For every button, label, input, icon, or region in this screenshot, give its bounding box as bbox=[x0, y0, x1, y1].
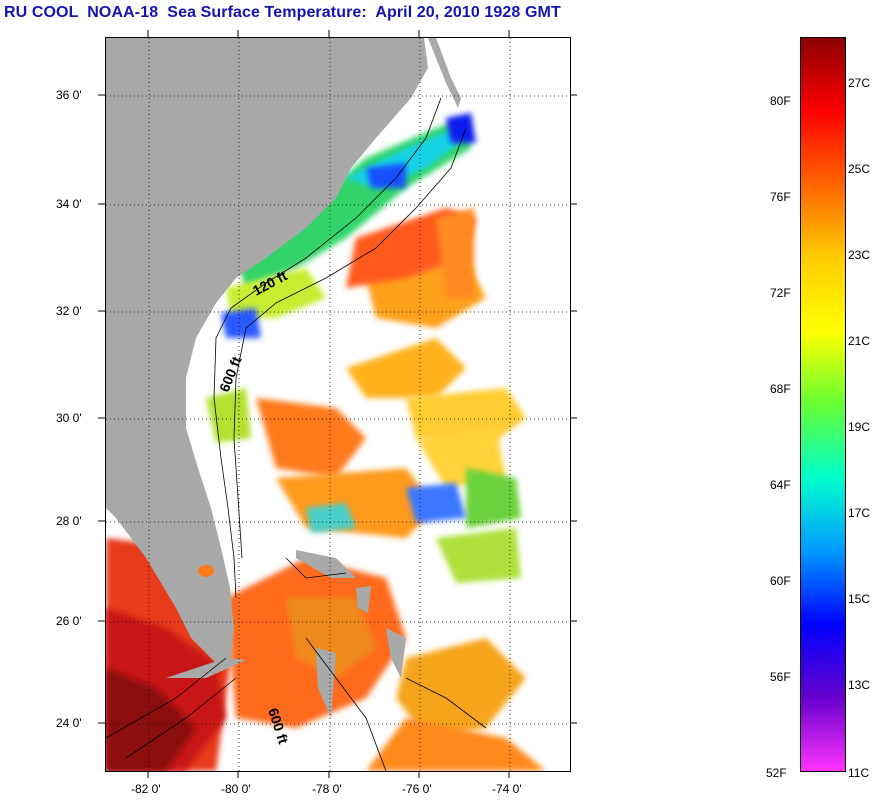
lat-label: 30 0' bbox=[56, 411, 82, 425]
colorbar-c-label: 13C bbox=[848, 678, 871, 692]
lon-label: -78 0' bbox=[312, 782, 342, 796]
colorbar-c-label: 17C bbox=[848, 506, 871, 520]
lon-label: -76 0' bbox=[402, 782, 432, 796]
colorbar-f-label: 64F bbox=[770, 478, 791, 492]
lat-label: 24 0' bbox=[56, 716, 82, 730]
lon-label: -82 0' bbox=[131, 782, 161, 796]
colorbar-c-label: 27C bbox=[848, 76, 871, 90]
contours bbox=[106, 97, 487, 771]
colorbar-c-label: 23C bbox=[848, 248, 871, 262]
map-title: RU COOL NOAA-18 Sea Surface Temperature:… bbox=[4, 4, 561, 21]
colorbar-f-label: 68F bbox=[770, 382, 791, 396]
lon-label: -80 0' bbox=[221, 782, 251, 796]
colorbar-f-label: 76F bbox=[770, 190, 791, 204]
lat-label: 26 0' bbox=[56, 614, 82, 628]
colorbar-f-label: 56F bbox=[770, 670, 791, 684]
colorbar-c-label: 15C bbox=[848, 592, 871, 606]
sst-map-canvas: 120 ft 600 ft 600 ft bbox=[106, 38, 570, 771]
colorbar-c-label: 21C bbox=[848, 334, 871, 348]
colorbar-f-label: 60F bbox=[770, 574, 791, 588]
lat-label: 28 0' bbox=[56, 514, 82, 528]
colorbar-f-label: 80F bbox=[770, 94, 791, 108]
lat-label: 34 0' bbox=[56, 197, 82, 211]
sst-imagery bbox=[106, 113, 546, 771]
colorbar-f-label: 52F bbox=[766, 766, 787, 780]
lon-label: -74 0' bbox=[492, 782, 522, 796]
lat-label: 36 0' bbox=[56, 88, 82, 102]
land bbox=[106, 38, 461, 718]
colorbar-c-label: 19C bbox=[848, 420, 871, 434]
colorbar-f-label: 72F bbox=[770, 286, 791, 300]
temperature-colorbar bbox=[800, 37, 846, 772]
graticule bbox=[106, 38, 570, 771]
sst-map: 120 ft 600 ft 600 ft bbox=[105, 37, 571, 772]
colorbar-c-label: 25C bbox=[848, 162, 871, 176]
lat-label: 32 0' bbox=[56, 304, 82, 318]
colorbar-c-label: 11C bbox=[848, 766, 870, 780]
